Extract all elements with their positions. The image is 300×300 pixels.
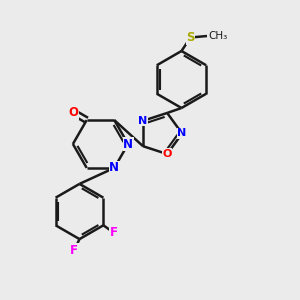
Text: F: F bbox=[70, 244, 78, 257]
Text: N: N bbox=[178, 128, 187, 139]
Text: S: S bbox=[186, 31, 195, 44]
Text: N: N bbox=[109, 161, 119, 174]
Text: CH₃: CH₃ bbox=[208, 31, 228, 41]
Text: O: O bbox=[163, 149, 172, 159]
Text: F: F bbox=[110, 226, 118, 239]
Text: N: N bbox=[123, 137, 133, 151]
Text: O: O bbox=[69, 106, 79, 119]
Text: N: N bbox=[138, 116, 148, 126]
